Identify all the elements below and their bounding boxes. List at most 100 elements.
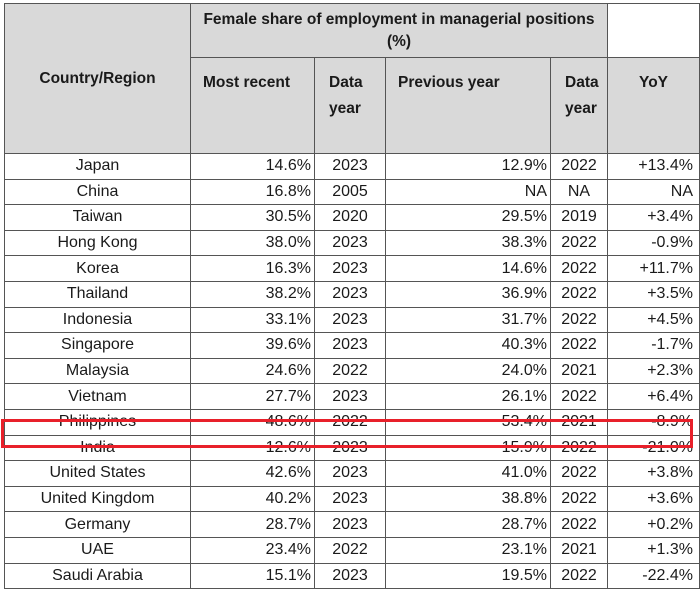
header-data-year-previous: Data year — [550, 57, 608, 154]
recent-year-cell: 2023 — [314, 153, 386, 180]
country-cell: Indonesia — [4, 306, 191, 334]
table-row: Hong Kong 38.0% 2023 38.3% 2022 -0.9% — [4, 229, 700, 257]
yoy-cell: NA — [607, 178, 700, 206]
previous-year-cell: 2022 — [550, 255, 608, 282]
yoy-cell: -0.9% — [607, 229, 700, 257]
yoy-cell: +13.4% — [607, 153, 700, 180]
country-cell: Malaysia — [4, 357, 191, 385]
recent-year-cell: 2023 — [314, 434, 386, 462]
previous-cell: 15.9% — [385, 434, 551, 462]
recent-year-cell: 2020 — [314, 204, 386, 231]
previous-year-cell: 2022 — [550, 562, 608, 589]
table-row: Saudi Arabia 15.1% 2023 19.5% 2022 -22.4% — [4, 562, 700, 589]
table-row: Japan 14.6% 2023 12.9% 2022 +13.4% — [4, 153, 700, 180]
table-row: UAE 23.4% 2022 23.1% 2021 +1.3% — [4, 536, 700, 564]
yoy-cell: +2.3% — [607, 357, 700, 385]
table-row: Indonesia 33.1% 2023 31.7% 2022 +4.5% — [4, 306, 700, 334]
previous-year-cell: 2022 — [550, 280, 608, 308]
recent-year-cell: 2023 — [314, 485, 386, 513]
previous-cell: 29.5% — [385, 204, 551, 231]
country-cell: Philippines — [4, 408, 191, 436]
previous-cell: 26.1% — [385, 383, 551, 410]
recent-year-cell: 2023 — [314, 511, 386, 538]
recent-year-cell: 2022 — [314, 408, 386, 436]
recent-year-cell: 2023 — [314, 280, 386, 308]
table-body: Japan 14.6% 2023 12.9% 2022 +13.4% China 16.8% 2… — [4, 153, 700, 589]
previous-cell: NA — [385, 178, 551, 206]
table-row: Germany 28.7% 2023 28.7% 2022 +0.2% — [4, 511, 700, 538]
table-row: Singapore 39.6% 2023 40.3% 2022 -1.7% — [4, 332, 700, 359]
yoy-cell: +4.5% — [607, 306, 700, 334]
country-cell: Vietnam — [4, 383, 191, 410]
most-recent-cell: 40.2% — [190, 485, 315, 513]
previous-year-cell: 2022 — [550, 485, 608, 513]
table-row: United Kingdom 40.2% 2023 38.8% 2022 +3.6% — [4, 485, 700, 513]
most-recent-cell: 15.1% — [190, 562, 315, 589]
most-recent-cell: 24.6% — [190, 357, 315, 385]
table-row: Malaysia 24.6% 2022 24.0% 2021 +2.3% — [4, 357, 700, 385]
previous-year-cell: 2021 — [550, 408, 608, 436]
previous-cell: 38.3% — [385, 229, 551, 257]
recent-year-cell: 2023 — [314, 460, 386, 487]
country-cell: Singapore — [4, 332, 191, 359]
previous-cell: 38.8% — [385, 485, 551, 513]
yoy-cell: +11.7% — [607, 255, 700, 282]
yoy-cell: +3.8% — [607, 460, 700, 487]
country-cell: Thailand — [4, 280, 191, 308]
country-cell: Korea — [4, 255, 191, 282]
country-cell: United States — [4, 460, 191, 487]
previous-year-cell: 2022 — [550, 383, 608, 410]
most-recent-cell: 28.7% — [190, 511, 315, 538]
yoy-cell: +3.5% — [607, 280, 700, 308]
previous-year-cell: 2022 — [550, 153, 608, 180]
table-row: China 16.8% 2005 NA NA NA — [4, 178, 700, 206]
header-country: Country/Region — [4, 3, 191, 154]
previous-cell: 40.3% — [385, 332, 551, 359]
most-recent-cell: 16.3% — [190, 255, 315, 282]
previous-cell: 24.0% — [385, 357, 551, 385]
previous-year-cell: 2022 — [550, 460, 608, 487]
most-recent-cell: 38.0% — [190, 229, 315, 257]
previous-cell: 12.9% — [385, 153, 551, 180]
table-row: India 12.6% 2023 15.9% 2022 -21.0% — [4, 434, 700, 462]
previous-cell: 14.6% — [385, 255, 551, 282]
recent-year-cell: 2005 — [314, 178, 386, 206]
country-cell: India — [4, 434, 191, 462]
most-recent-cell: 23.4% — [190, 536, 315, 564]
previous-cell: 41.0% — [385, 460, 551, 487]
header-previous-year: Previous year — [385, 57, 551, 154]
country-cell: Hong Kong — [4, 229, 191, 257]
table-row: Taiwan 30.5% 2020 29.5% 2019 +3.4% — [4, 204, 700, 231]
country-cell: Taiwan — [4, 204, 191, 231]
yoy-cell: +3.6% — [607, 485, 700, 513]
previous-year-cell: 2019 — [550, 204, 608, 231]
previous-cell: 31.7% — [385, 306, 551, 334]
yoy-cell: +6.4% — [607, 383, 700, 410]
previous-cell: 19.5% — [385, 562, 551, 589]
managerial-share-table: Country/Region Female share of employmen… — [4, 3, 700, 589]
recent-year-cell: 2023 — [314, 255, 386, 282]
most-recent-cell: 14.6% — [190, 153, 315, 180]
header-blank — [607, 3, 700, 58]
recent-year-cell: 2022 — [314, 536, 386, 564]
yoy-cell: -22.4% — [607, 562, 700, 589]
previous-cell: 23.1% — [385, 536, 551, 564]
previous-year-cell: 2022 — [550, 229, 608, 257]
previous-year-cell: 2022 — [550, 434, 608, 462]
most-recent-cell: 16.8% — [190, 178, 315, 206]
header-data-year-recent: Data year — [314, 57, 386, 154]
previous-year-cell: NA — [550, 178, 608, 206]
header-group: Female share of employment in managerial… — [190, 3, 608, 58]
previous-year-cell: 2021 — [550, 536, 608, 564]
table-row: Korea 16.3% 2023 14.6% 2022 +11.7% — [4, 255, 700, 282]
previous-cell: 36.9% — [385, 280, 551, 308]
country-cell: Saudi Arabia — [4, 562, 191, 589]
yoy-cell: -1.7% — [607, 332, 700, 359]
country-cell: China — [4, 178, 191, 206]
yoy-cell: -21.0% — [607, 434, 700, 462]
most-recent-cell: 48.6% — [190, 408, 315, 436]
previous-year-cell: 2022 — [550, 332, 608, 359]
header-most-recent: Most recent — [190, 57, 315, 154]
recent-year-cell: 2023 — [314, 383, 386, 410]
country-cell: United Kingdom — [4, 485, 191, 513]
